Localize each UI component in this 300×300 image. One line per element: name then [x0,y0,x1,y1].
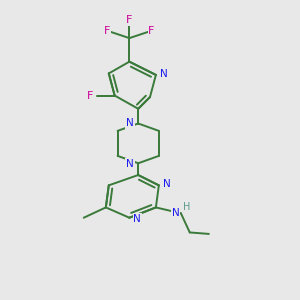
Text: F: F [86,91,93,100]
Text: H: H [182,202,190,212]
Text: N: N [160,69,168,79]
Text: N: N [172,208,179,218]
Text: F: F [148,26,155,36]
Text: F: F [104,26,110,36]
Text: F: F [126,15,133,26]
Text: N: N [134,214,141,224]
Text: N: N [126,118,134,128]
Text: N: N [126,159,134,169]
Text: N: N [163,179,171,190]
